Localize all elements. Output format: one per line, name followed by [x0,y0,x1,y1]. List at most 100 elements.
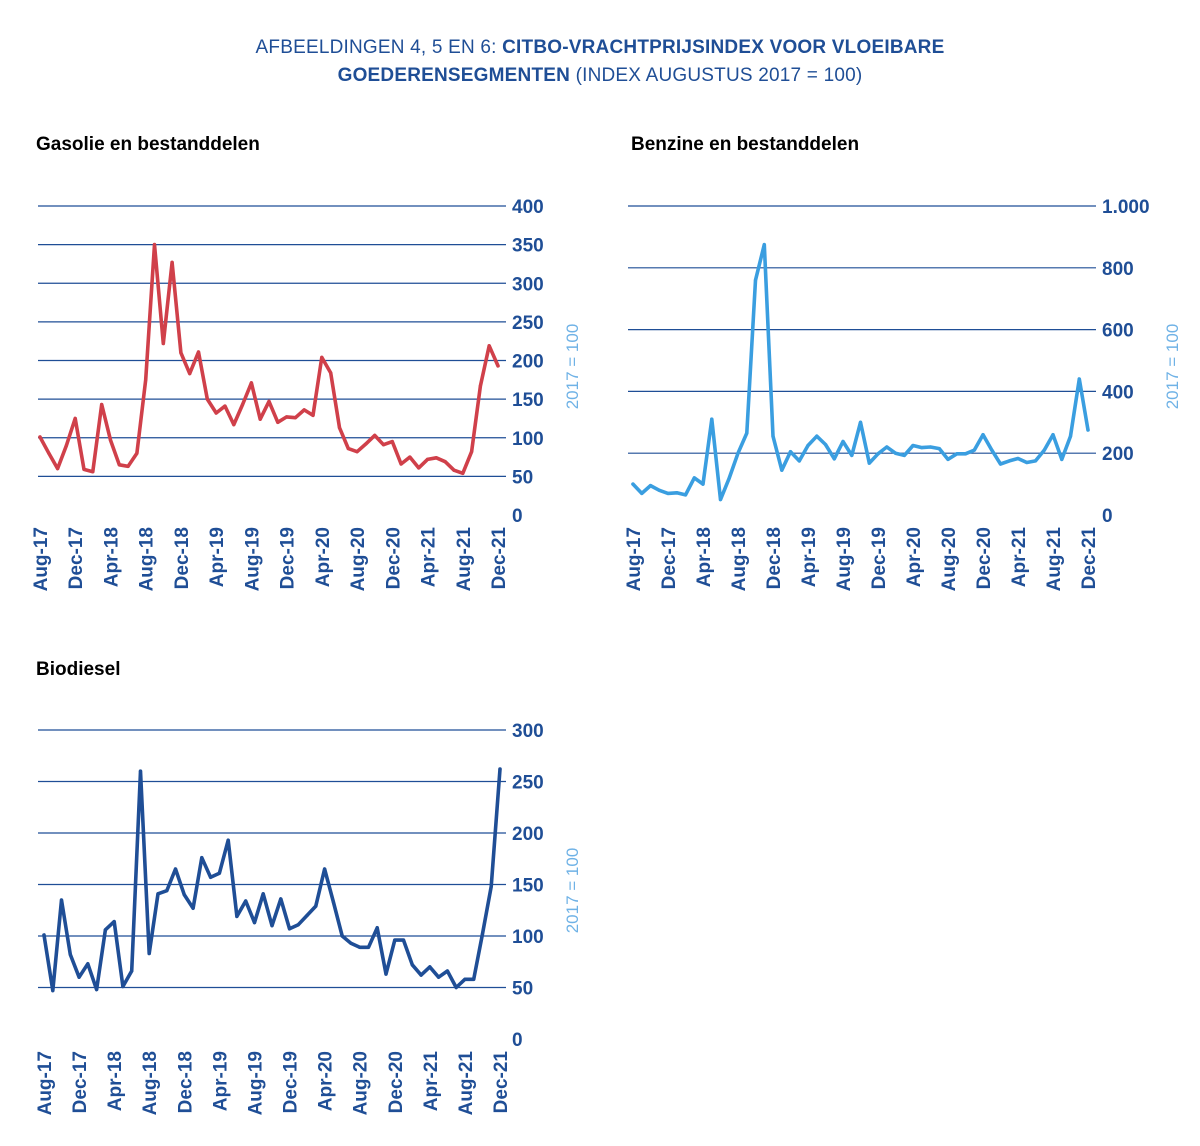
benzine-data-point [963,452,968,456]
gasolie-data-point [91,470,95,474]
gasolie-data-point [170,260,174,264]
gasolie-xtick-label: Aug-21 [454,527,475,592]
biodiesel-data-point [384,972,388,976]
gasolie-data-point [311,413,315,417]
title-bold-1: CITBO-VRACHTPRIJSINDEX VOOR VLOEIBARE [502,37,945,58]
chart-title-benzine: Benzine en bestanddelen [631,134,860,155]
gasolie-xtick-label: Dec-19 [278,527,299,589]
biodiesel-xtick-label: Aug-17 [35,1051,56,1115]
biodiesel-data-point [270,924,274,928]
gasolie-data-point [267,399,271,404]
benzine-ytick-label: 400 [1102,382,1134,403]
benzine-data-point [771,434,775,438]
benzine-xtick-label: Aug-20 [939,527,960,591]
biodiesel-data-point [393,938,397,942]
benzine-data-point [788,450,793,454]
biodiesel-data-point [419,973,423,977]
gasolie-data-point [346,446,350,451]
biodiesel-data-point [296,923,300,927]
biodiesel-xtick-label: Aug-21 [456,1051,477,1116]
gasolie-data-point [126,464,130,468]
biodiesel-data-point [244,899,248,903]
biodiesel-data-point [156,892,160,896]
biodiesel-data-point [165,889,169,893]
gasolie-data-point [302,408,306,412]
gasolie-data-point [337,426,342,430]
biodiesel-xtick-label: Aug-19 [245,1051,266,1115]
gasolie-data-point [214,411,218,415]
biodiesel-data-point [323,867,327,871]
benzine-ytick-label: 0 [1102,506,1113,527]
gasolie-data-point [452,468,456,472]
biodiesel-ytick-label: 50 [512,979,533,1000]
benzine-data-point [666,491,670,495]
gasolie-ytick-label: 350 [512,236,544,257]
biodiesel-ytick-label: 0 [512,1030,523,1051]
gasolie-data-point [381,443,386,447]
biodiesel-ylabel: 2017 = 100 [563,848,582,934]
biodiesel-data-point [130,969,134,973]
benzine-xtick-label: Apr-20 [904,527,925,587]
gasolie-data-point [478,384,482,388]
benzine-xtick-label: Aug-17 [624,527,645,591]
biodiesel-data-point [209,875,213,879]
biodiesel-data-point [59,898,64,902]
benzine-data-point [885,445,889,449]
biodiesel-data-point [401,938,406,942]
benzine-data-point [753,278,758,282]
benzine-xtick-label: Dec-19 [869,527,890,589]
gasolie-data-point [223,404,227,408]
biodiesel-xtick-label: Dec-18 [175,1051,196,1113]
biodiesel-data-point [68,952,72,957]
gasolie-ytick-label: 300 [512,274,544,295]
benzine-xtick-label: Apr-18 [694,527,715,587]
benzine-data-point [858,420,863,424]
title-suffix: (INDEX AUGUSTUS 2017 = 100) [570,65,863,86]
biodiesel-ytick-label: 200 [512,824,544,845]
biodiesel-xtick-label: Apr-19 [210,1051,231,1111]
benzine-data-point [990,448,994,452]
gasolie-ytick-label: 0 [512,506,523,527]
biodiesel-xtick-label: Dec-17 [70,1051,91,1113]
gasolie-data-point [38,435,42,439]
benzine-data-point [1033,459,1038,463]
gasolie-xtick-label: Aug-17 [31,527,52,591]
benzine-xtick-label: Dec-18 [764,527,785,589]
benzine-data-point [946,457,950,461]
benzine-data-point [692,476,696,480]
benzine-data-point [815,434,819,438]
benzine-data-point [893,451,898,455]
benzine-data-point [972,448,976,452]
gasolie-xtick-label: Aug-18 [137,527,158,591]
benzine-ytick-label: 800 [1102,259,1134,280]
benzine-xtick-label: Dec-17 [659,527,680,589]
gasolie-data-point [135,451,139,455]
biodiesel-data-point [182,893,186,897]
biodiesel-data-point [95,987,99,992]
benzine-data-point [998,462,1003,466]
benzine-xtick-label: Apr-21 [1009,527,1030,588]
biodiesel-data-point [428,965,432,969]
gasolie-data-point [240,402,245,407]
gasolie-data-point [469,450,474,454]
biodiesel-data-point [340,934,344,938]
title-prefix: AFBEELDINGEN 4, 5 EN 6: [255,37,503,58]
benzine-xtick-label: Dec-20 [974,527,995,589]
benzine-data-point [648,484,653,488]
biodiesel-ytick-label: 300 [512,721,544,742]
biodiesel-data-point [252,921,257,925]
biodiesel-data-point [77,975,81,979]
biodiesel-data-point [42,933,46,937]
gasolie-xtick-label: Apr-20 [313,527,334,587]
gasolie-data-point [47,451,51,455]
benzine-data-point [1077,377,1081,381]
gasolie-data-point [205,397,209,401]
gasolie-xtick-label: Dec-21 [489,527,510,590]
gasolie-data-point [64,443,69,448]
benzine-data-point [745,431,749,435]
biodiesel-xtick-label: Dec-20 [386,1051,407,1113]
gasolie-ytick-label: 150 [512,390,544,411]
biodiesel-xtick-label: Apr-18 [105,1051,126,1111]
benzine-data-point [780,468,784,472]
